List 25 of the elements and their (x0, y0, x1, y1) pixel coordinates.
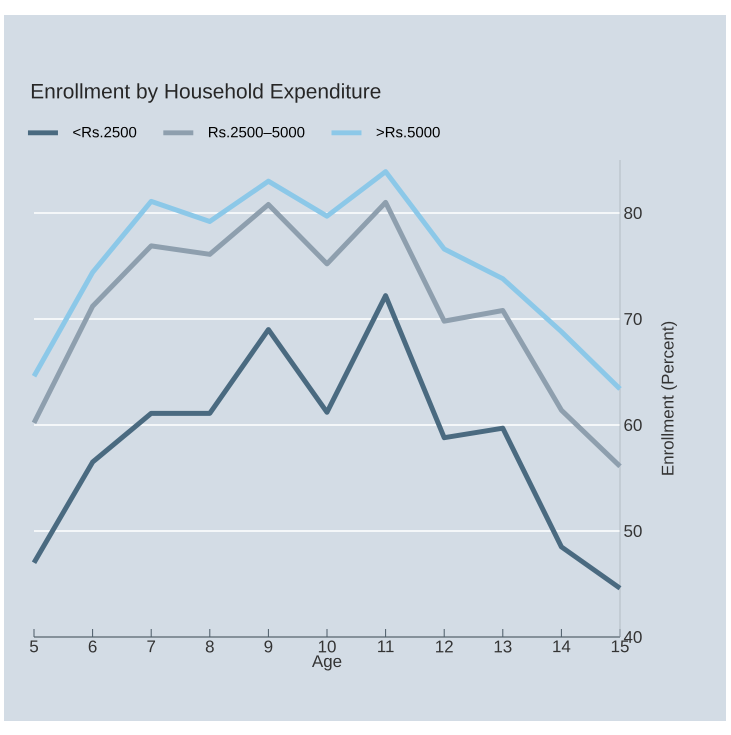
x-tick-label: 8 (206, 640, 214, 653)
y-tick-label: 70 (624, 312, 642, 325)
legend-label: >Rs.5000 (376, 126, 440, 138)
x-tick-label: 9 (264, 640, 272, 653)
x-axis-title: Age (312, 655, 342, 671)
x-tick-label: 15 (612, 640, 629, 652)
y-tick-label: 50 (624, 524, 642, 537)
x-tick-label: 12 (436, 640, 453, 652)
y-tick-label: 80 (624, 206, 642, 219)
legend-label: <Rs.2500 (73, 126, 136, 138)
x-tick-label: 13 (494, 640, 512, 653)
y-axis-title: Enrollment (Percent) (661, 322, 677, 475)
x-tick-label: 6 (88, 640, 97, 653)
line-series (32, 200, 622, 469)
x-tick-label: 11 (378, 640, 394, 652)
y-tick-label: 60 (624, 418, 642, 431)
line-series (32, 169, 622, 392)
chart-title: Enrollment by Household Expenditure (32, 83, 380, 103)
x-tick-label: 10 (318, 640, 336, 653)
x-tick-label: 7 (147, 640, 156, 652)
line-series (32, 293, 622, 591)
y-tick-label: 40 (624, 630, 642, 643)
x-tick-label: 14 (553, 640, 570, 652)
legend-label: Rs.2500–5000 (209, 126, 304, 138)
x-tick-label: 5 (30, 640, 38, 652)
